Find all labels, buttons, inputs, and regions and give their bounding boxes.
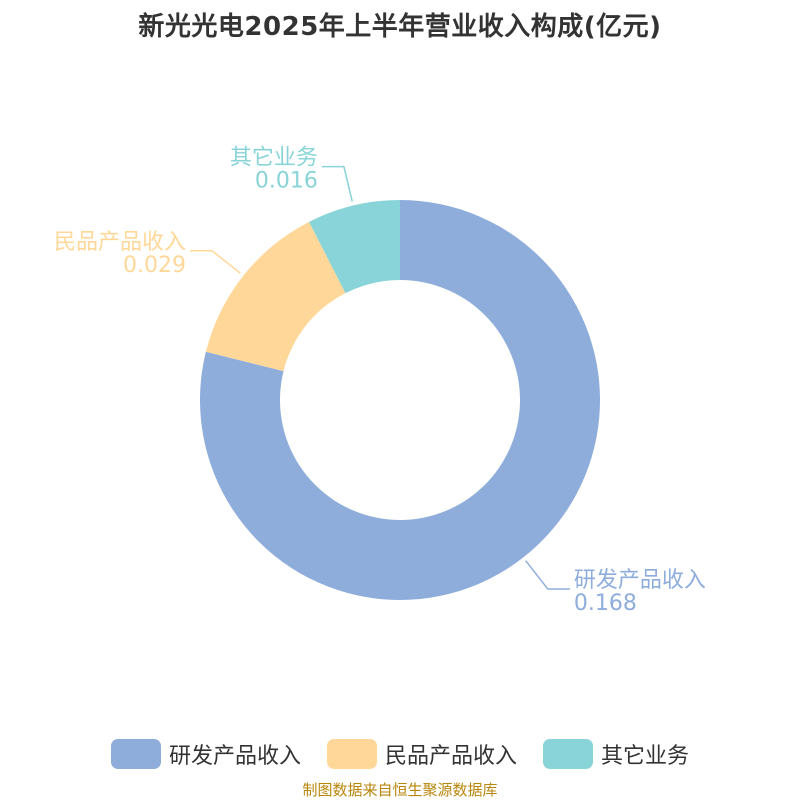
legend-item-civil-products[interactable]: 民品产品收入 xyxy=(326,738,517,770)
legend-label: 研发产品收入 xyxy=(168,744,301,769)
legend: 研发产品收入 民品产品收入 其它业务 xyxy=(0,738,800,770)
legend-label: 民品产品收入 xyxy=(384,744,517,769)
leader-line-civil-products xyxy=(190,250,241,274)
source-note: 制图数据来自恒生聚源数据库 xyxy=(302,781,498,799)
chart-title: 新光光电2025年上半年营业收入构成(亿元) xyxy=(138,12,662,42)
legend-swatch-civil-products xyxy=(326,739,377,769)
legend-swatch-other-business xyxy=(543,739,593,769)
legend-swatch-rd-products xyxy=(110,739,161,769)
legend-label: 其它业务 xyxy=(601,744,690,769)
slice-label-name-civil-products: 民品产品收入 xyxy=(54,230,186,255)
legend-item-other-business[interactable]: 其它业务 xyxy=(543,738,689,770)
pie-slice-other-business[interactable] xyxy=(309,200,400,294)
leader-line-rd-products xyxy=(525,560,570,590)
slice-label-value-other-business: 0.016 xyxy=(255,169,318,194)
slice-label-value-rd-products: 0.168 xyxy=(574,591,637,616)
pie-slice-civil-products[interactable] xyxy=(205,221,346,372)
slice-label-name-other-business: 其它业务 xyxy=(230,146,318,171)
pie-slice-rd-products[interactable] xyxy=(199,200,600,601)
legend-item-rd-products[interactable]: 研发产品收入 xyxy=(110,738,301,770)
slice-label-value-civil-products: 0.029 xyxy=(123,253,186,278)
leader-line-other-business xyxy=(321,165,354,202)
slice-label-name-rd-products: 研发产品收入 xyxy=(574,568,706,593)
